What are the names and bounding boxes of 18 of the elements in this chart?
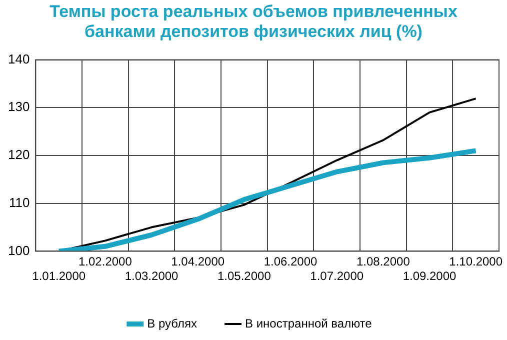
y-tick-label: 100 bbox=[8, 242, 30, 258]
y-tick-label: 140 bbox=[8, 51, 30, 66]
y-tick-label: 110 bbox=[8, 194, 30, 210]
x-tick-label: 1.08.2000 bbox=[356, 254, 410, 269]
x-tick-label: 1.03.2000 bbox=[124, 269, 179, 284]
chart-title: Темпы роста реальных объемов привлеченных банками депозитов физических лиц (%) bbox=[48, 1, 458, 43]
x-tick-label: 1.06.2000 bbox=[264, 254, 318, 269]
y-tick-label: 120 bbox=[8, 147, 30, 162]
x-tick-label: 1.01.2000 bbox=[32, 269, 86, 284]
x-tick-label: 1.05.2000 bbox=[217, 269, 272, 284]
x-tick-label: 1.09.2000 bbox=[402, 269, 457, 284]
x-tick-label: 1.07.2000 bbox=[310, 269, 364, 284]
x-tick-label: 1.10.2000 bbox=[449, 254, 503, 269]
x-tick-label: 1.02.2000 bbox=[78, 254, 132, 269]
legend-label: В рублях bbox=[147, 316, 198, 330]
x-tick-label: 1.04.2000 bbox=[171, 254, 225, 269]
legend-label: В иностранной валюте bbox=[245, 316, 372, 330]
y-tick-label: 130 bbox=[8, 99, 30, 114]
